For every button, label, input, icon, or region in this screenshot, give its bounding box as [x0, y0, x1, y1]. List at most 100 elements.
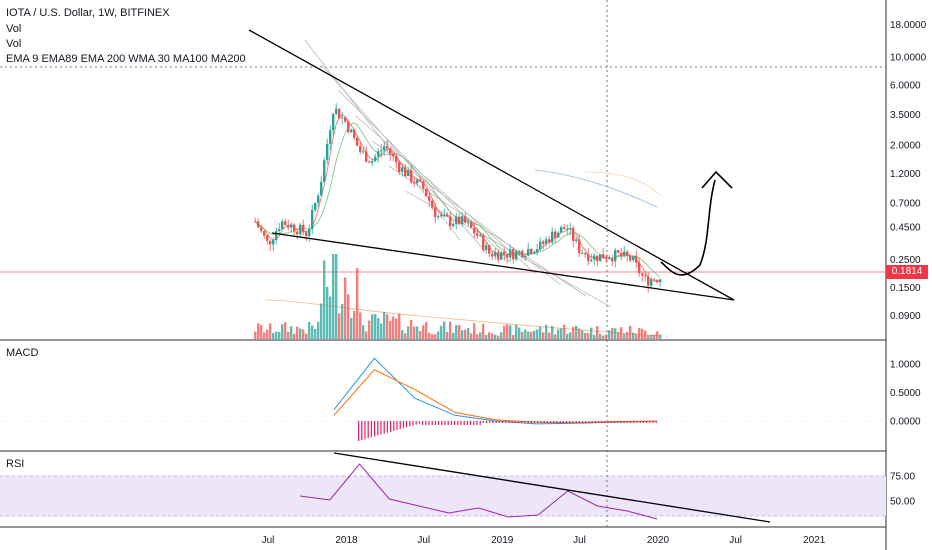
volume-bar — [304, 333, 308, 339]
rsi-tick-label: 50.00 — [890, 497, 915, 508]
candle-body — [358, 145, 362, 152]
candle-body — [364, 151, 368, 162]
macd-histogram-bar — [540, 421, 542, 423]
volume-bar — [493, 334, 497, 339]
candle-body — [646, 276, 650, 286]
macd-histogram-bar — [630, 421, 632, 423]
price-tick-label: 0.1500 — [890, 283, 921, 294]
candle-body — [550, 231, 554, 243]
volume-bar — [427, 332, 431, 339]
macd-histogram-bar — [422, 421, 424, 425]
macd-histogram-bar — [418, 421, 420, 424]
price-tick-label: 2.0000 — [890, 141, 921, 152]
price-tick-label: 0.2500 — [890, 255, 921, 266]
candle-body — [268, 240, 272, 245]
candle-body — [475, 233, 479, 236]
ma-200-line — [584, 171, 661, 196]
candle-body — [409, 170, 413, 183]
volume-bar — [607, 330, 611, 339]
candle-body — [436, 216, 440, 218]
volume-bar — [343, 277, 347, 339]
volume-bar — [406, 326, 410, 339]
macd-histogram-bar — [546, 421, 548, 423]
volume-bar — [421, 325, 425, 339]
macd-histogram-bar — [604, 421, 606, 423]
candle-body — [451, 224, 455, 226]
candle-body — [499, 251, 503, 260]
candle-body — [457, 216, 461, 225]
volume-bar — [451, 332, 455, 339]
volume-bar — [325, 286, 329, 339]
macd-histogram-bar — [386, 421, 388, 433]
candle-body — [280, 221, 284, 230]
volume-bar — [619, 327, 623, 339]
lower-trendline — [271, 232, 735, 301]
volume-bar — [637, 327, 641, 339]
candle-body — [505, 254, 509, 258]
moving-average-line — [254, 122, 661, 278]
volume-bar — [463, 329, 467, 339]
volume-bar — [538, 326, 542, 339]
volume-bar — [514, 324, 518, 339]
candle-body — [583, 252, 587, 255]
volume-bar — [613, 328, 617, 339]
price-tick-label: 3.5000 — [890, 110, 921, 121]
volume-bar — [394, 318, 398, 339]
volume-bar — [385, 314, 389, 339]
volume-bar — [553, 334, 557, 339]
volume-bar — [649, 334, 653, 339]
price-tick-label: 0.4500 — [890, 223, 921, 234]
candle-body — [418, 179, 422, 182]
volume-bar — [400, 330, 404, 339]
candle-body — [490, 253, 494, 257]
macd-histogram-bar — [425, 421, 427, 425]
macd-histogram-bar — [578, 421, 580, 423]
candle-body — [319, 181, 323, 196]
macd-histogram-bar — [431, 421, 433, 425]
macd-histogram-bar — [553, 421, 555, 423]
rsi-band — [0, 476, 886, 516]
volume-bar — [652, 334, 656, 339]
candle-body — [406, 170, 410, 177]
volume-bar — [265, 329, 269, 339]
candle-body — [340, 117, 344, 119]
macd-histogram-bar — [607, 421, 609, 423]
macd-histogram-bar — [569, 421, 571, 423]
time-tick-label: 2021 — [803, 535, 826, 546]
macd-histogram-bar — [492, 421, 494, 423]
macd-histogram-bar — [380, 421, 382, 435]
volume-bar — [523, 329, 527, 339]
candle-body — [385, 146, 389, 149]
candle-body — [397, 162, 401, 173]
candle-body — [304, 232, 308, 237]
macd-histogram-bar — [454, 421, 456, 425]
volume-bar — [532, 330, 536, 339]
candle-body — [652, 279, 656, 281]
volume-bar — [388, 320, 392, 339]
rsi-tick-label: 75.00 — [890, 472, 915, 483]
candle-body — [604, 258, 608, 260]
macd-histogram-bar — [457, 421, 459, 425]
macd-histogram-bar — [614, 421, 616, 423]
volume-bar — [301, 329, 305, 339]
macd-histogram-bar — [383, 421, 385, 434]
candle-body — [421, 181, 425, 189]
macd-histogram-bar — [524, 421, 526, 423]
macd-histogram-bar — [393, 421, 395, 431]
macd-histogram-bar — [476, 421, 478, 425]
macd-histogram-bar — [572, 421, 574, 423]
candle-body — [649, 279, 653, 286]
macd-histogram-bar — [594, 421, 596, 423]
candle-body — [388, 148, 392, 155]
volume-bar — [274, 331, 278, 339]
macd-histogram-bar — [473, 421, 475, 425]
macd-histogram-bar — [642, 421, 644, 423]
price-candles — [253, 103, 662, 293]
volume-bar — [361, 325, 365, 339]
breakout-arrowhead — [701, 170, 733, 189]
time-tick-label: Jul — [573, 535, 586, 546]
candle-body — [589, 259, 593, 261]
volume-bar — [358, 312, 362, 339]
volume-bar — [322, 260, 326, 339]
volume-bar — [472, 323, 476, 339]
